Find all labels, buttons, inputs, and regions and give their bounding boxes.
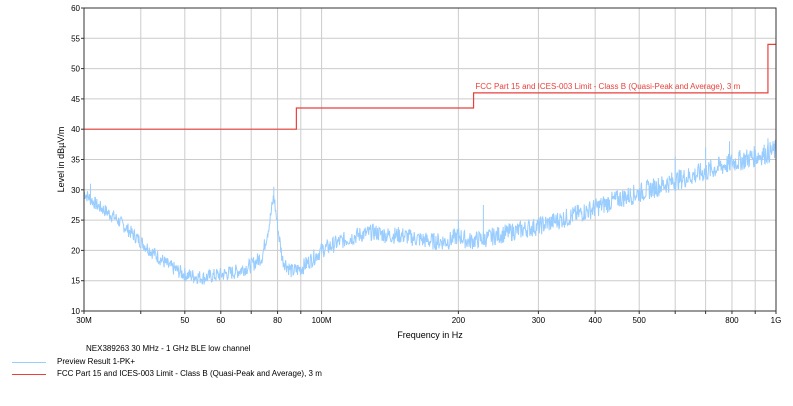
legend-label-preview: Preview Result 1-PK+ [57,357,136,366]
y-tick-label: 40 [71,125,80,134]
x-tick-label: 400 [588,316,602,325]
x-tick-label: 200 [452,316,466,325]
legend-swatch-limit [12,374,46,375]
y-tick-label: 55 [71,34,80,43]
x-tick-label: 500 [633,316,647,325]
x-tick-label: 80 [273,316,282,325]
legend-caption: NEX389263 30 MHz - 1 GHz BLE low channel [86,344,251,353]
series-line-fcc-limit [84,43,776,130]
legend-swatch-preview [12,362,46,363]
chart-grid [84,8,776,311]
y-tick-label: 35 [71,156,80,165]
y-tick-label: 60 [71,4,80,13]
chart-ticks: 10 15 20 25 30 35 40 45 50 55 60 30M 50 60 80 100M 200 30… [71,4,781,325]
x-tick-label: 300 [532,316,546,325]
x-tick-label: 1G [771,316,782,325]
y-axis-label: Level in dBµV/m [56,127,66,193]
y-tick-label: 45 [71,95,80,104]
y-tick-label: 10 [71,307,80,316]
x-tick-label: 30M [76,316,92,325]
chart-series [83,43,777,285]
y-tick-label: 20 [71,246,80,255]
y-tick-label: 50 [71,65,80,74]
legend: NEX389263 30 MHz - 1 GHz BLE low channel… [0,344,793,406]
legend-item-limit: FCC Part 15 and ICES-003 Limit - Class B… [0,369,560,381]
y-tick-label: 30 [71,186,80,195]
limit-annotation: FCC Part 15 and ICES-003 Limit - Class B… [475,82,740,91]
y-tick-label: 25 [71,216,80,225]
emission-chart: 10 15 20 25 30 35 40 45 50 55 60 30M 50 60 80 100M 200 30… [56,4,781,340]
x-tick-label: 800 [725,316,739,325]
x-tick-label: 60 [216,316,225,325]
legend-item-preview: Preview Result 1-PK+ [0,357,560,369]
series-line-preview-result [83,138,777,285]
legend-label-limit: FCC Part 15 and ICES-003 Limit - Class B… [57,369,322,378]
x-tick-label: 100M [312,316,332,325]
y-tick-label: 15 [71,277,80,286]
x-tick-label: 50 [180,316,189,325]
x-axis-label: Frequency in Hz [397,330,463,340]
